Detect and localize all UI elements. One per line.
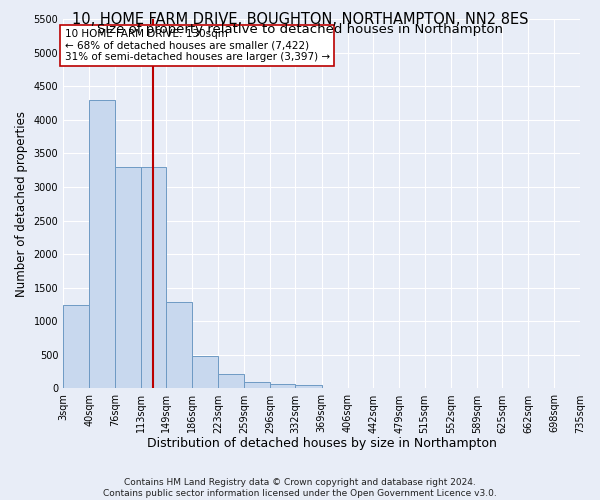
Text: Size of property relative to detached houses in Northampton: Size of property relative to detached ho… — [97, 22, 503, 36]
Bar — [295, 385, 322, 388]
Bar — [244, 382, 270, 388]
Bar — [166, 302, 193, 388]
X-axis label: Distribution of detached houses by size in Northampton: Distribution of detached houses by size … — [146, 437, 497, 450]
Bar — [89, 100, 115, 389]
Bar — [218, 374, 244, 388]
Y-axis label: Number of detached properties: Number of detached properties — [15, 110, 28, 296]
Text: Contains HM Land Registry data © Crown copyright and database right 2024.
Contai: Contains HM Land Registry data © Crown c… — [103, 478, 497, 498]
Text: 10, HOME FARM DRIVE, BOUGHTON, NORTHAMPTON, NN2 8ES: 10, HOME FARM DRIVE, BOUGHTON, NORTHAMPT… — [72, 12, 528, 28]
Bar — [193, 356, 218, 388]
Bar — [63, 304, 89, 388]
Text: 10 HOME FARM DRIVE: 130sqm
← 68% of detached houses are smaller (7,422)
31% of s: 10 HOME FARM DRIVE: 130sqm ← 68% of deta… — [65, 29, 330, 62]
Bar — [270, 384, 295, 388]
Bar — [115, 167, 141, 388]
Bar — [141, 167, 166, 388]
